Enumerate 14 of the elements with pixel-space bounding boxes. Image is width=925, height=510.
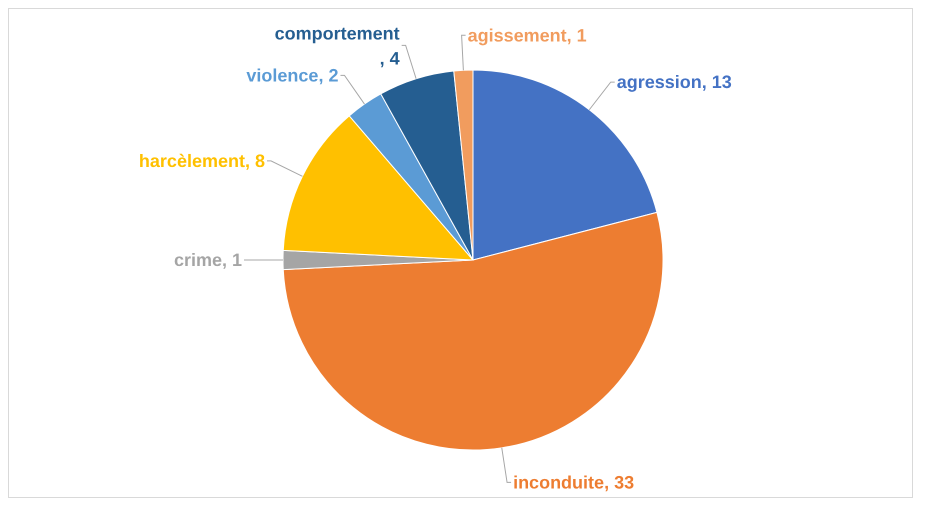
data-label: , 1 [566, 25, 587, 46]
slice-label: inconduite [513, 472, 604, 492]
data-label: , 13 [702, 72, 732, 92]
slice-label: agression [616, 72, 702, 92]
data-label: , 1 [222, 250, 242, 270]
data-label: , 33 [604, 472, 634, 492]
slice-label: crime [174, 250, 222, 270]
slice-label: harcèlement [138, 150, 245, 171]
slice-label: agissement [468, 25, 567, 46]
slice-label: violence [246, 65, 318, 86]
slice-label: comportement [274, 23, 400, 44]
data-label: , 8 [244, 150, 265, 171]
data-label: , 2 [318, 65, 338, 86]
data-label: , 4 [380, 48, 400, 68]
